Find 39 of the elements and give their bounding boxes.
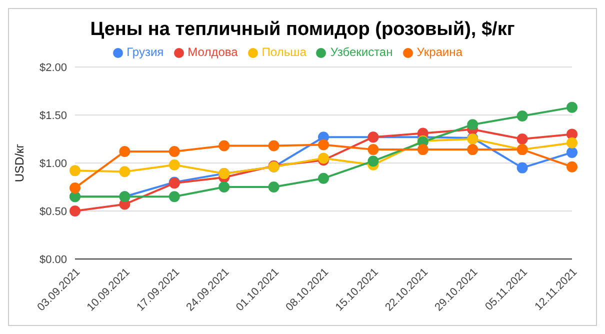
point bbox=[516, 110, 528, 122]
point bbox=[70, 165, 80, 176]
point bbox=[119, 146, 130, 157]
legend-label: Грузия bbox=[126, 45, 164, 59]
point bbox=[516, 162, 528, 174]
y-tick-label: $1.50 bbox=[39, 110, 67, 122]
legend-label: Украина bbox=[416, 45, 462, 59]
legend-label: Молдова bbox=[188, 45, 238, 59]
point bbox=[566, 146, 578, 158]
point bbox=[268, 182, 280, 192]
point bbox=[467, 119, 478, 130]
point bbox=[119, 166, 130, 178]
y-tick-label: $1.00 bbox=[39, 158, 67, 170]
legend-label: Польша bbox=[262, 45, 306, 59]
point bbox=[168, 159, 180, 170]
legend-label: Узбекистан bbox=[330, 45, 393, 59]
point bbox=[70, 182, 80, 194]
point bbox=[368, 156, 379, 167]
point bbox=[168, 191, 180, 202]
point bbox=[566, 102, 578, 113]
point bbox=[566, 137, 578, 148]
y-axis-title: USD/кг bbox=[12, 143, 26, 182]
chart-title: Цены на тепличный помидор (розовый), $/кг bbox=[89, 19, 516, 41]
point bbox=[566, 128, 578, 140]
point bbox=[516, 134, 528, 144]
point bbox=[417, 144, 428, 156]
y-tick-label: $2.00 bbox=[39, 62, 67, 74]
point bbox=[368, 144, 379, 156]
point bbox=[318, 139, 329, 150]
point bbox=[218, 182, 230, 192]
point bbox=[168, 146, 180, 157]
point bbox=[566, 161, 578, 172]
point bbox=[218, 140, 230, 152]
point bbox=[70, 206, 80, 216]
point bbox=[318, 172, 329, 184]
y-tick-label: $0.50 bbox=[39, 206, 67, 218]
y-tick-label: $0.00 bbox=[39, 254, 67, 266]
point bbox=[467, 144, 478, 156]
point bbox=[268, 140, 280, 152]
